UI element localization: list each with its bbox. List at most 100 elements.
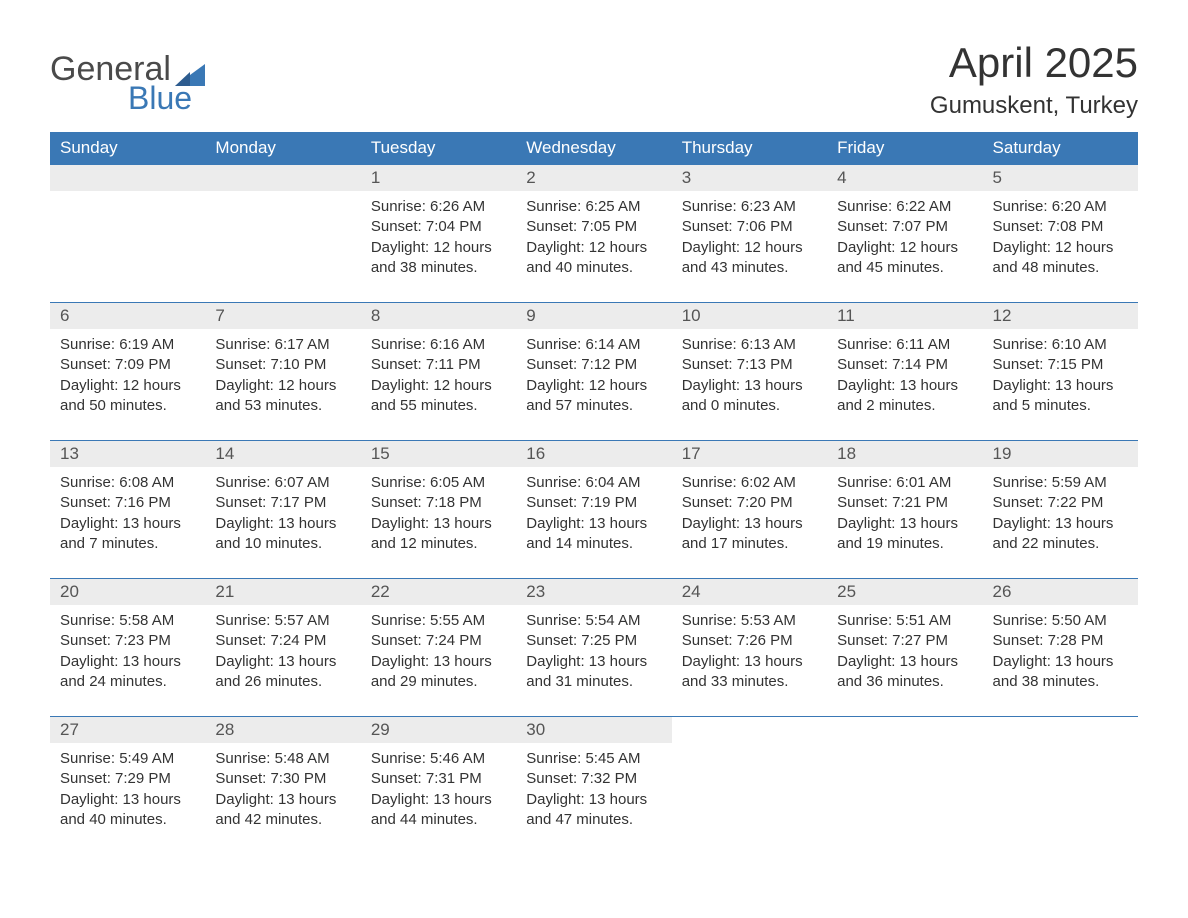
day-content: Sunrise: 6:23 AMSunset: 7:06 PMDaylight:… [672,191,827,302]
day-number: 11 [837,306,855,325]
sunset-line: Sunset: 7:20 PM [682,493,817,513]
day-content: Sunrise: 6:14 AMSunset: 7:12 PMDaylight:… [516,329,671,440]
day-num-wrap: 5 [983,165,1138,191]
col-saturday: Saturday [983,132,1138,165]
daylight-line-1: Daylight: 12 hours [993,238,1128,258]
day-number: 21 [215,582,234,601]
daylight-line-1: Daylight: 13 hours [60,652,195,672]
day-content [983,743,1138,833]
day-number: 14 [215,444,234,463]
sunset-line: Sunset: 7:06 PM [682,217,817,237]
sunrise-line: Sunrise: 6:04 AM [526,473,661,493]
day-num-wrap: 17 [672,441,827,467]
sunrise-line: Sunrise: 6:17 AM [215,335,350,355]
day-num-wrap [205,165,360,191]
day-num-wrap: 4 [827,165,982,191]
day-num-wrap: 6 [50,303,205,329]
calendar-cell: 24Sunrise: 5:53 AMSunset: 7:26 PMDayligh… [672,579,827,717]
calendar-cell: 6Sunrise: 6:19 AMSunset: 7:09 PMDaylight… [50,303,205,441]
day-number: 8 [371,306,380,325]
day-content: Sunrise: 6:26 AMSunset: 7:04 PMDaylight:… [361,191,516,302]
daylight-line-1: Daylight: 13 hours [526,514,661,534]
day-num-wrap: 29 [361,717,516,743]
header: General Blue April 2025 Gumuskent, Turke… [50,40,1138,120]
sunset-line: Sunset: 7:08 PM [993,217,1128,237]
day-content: Sunrise: 5:45 AMSunset: 7:32 PMDaylight:… [516,743,671,854]
day-number: 30 [526,720,545,739]
day-num-wrap: 7 [205,303,360,329]
sunset-line: Sunset: 7:24 PM [371,631,506,651]
daylight-line-1: Daylight: 12 hours [526,376,661,396]
calendar-cell [205,165,360,303]
daylight-line-1: Daylight: 13 hours [682,514,817,534]
sunset-line: Sunset: 7:15 PM [993,355,1128,375]
daylight-line-2: and 2 minutes. [837,396,972,416]
sunset-line: Sunset: 7:13 PM [682,355,817,375]
daylight-line-2: and 31 minutes. [526,672,661,692]
daylight-line-1: Daylight: 13 hours [371,790,506,810]
day-number: 4 [837,168,846,187]
sunset-line: Sunset: 7:09 PM [60,355,195,375]
daylight-line-2: and 38 minutes. [371,258,506,278]
calendar-cell: 14 Sunrise: 6:07 AMSunset: 7:17 PMDayligh… [205,441,360,579]
day-number: 5 [993,168,1002,187]
calendar-cell: 27Sunrise: 5:49 AMSunset: 7:29 PMDayligh… [50,717,205,855]
daylight-line-2: and 44 minutes. [371,810,506,830]
day-num-wrap: 21 [205,579,360,605]
daylight-line-1: Daylight: 13 hours [837,514,972,534]
calendar-table: Sunday Monday Tuesday Wednesday Thursday… [50,132,1138,854]
day-number: 17 [682,444,701,463]
calendar-cell: 12Sunrise: 6:10 AMSunset: 7:15 PMDayligh… [983,303,1138,441]
day-content: Sunrise: 6:07 AMSunset: 7:17 PMDaylight:… [205,467,360,578]
sunrise-line: Sunrise: 5:46 AM [371,749,506,769]
calendar-cell [672,717,827,855]
day-content: Sunrise: 6:19 AMSunset: 7:09 PMDaylight:… [50,329,205,440]
daylight-line-1: Daylight: 13 hours [371,514,506,534]
sunrise-line: Sunrise: 6:08 AM [60,473,195,493]
calendar-cell: 1Sunrise: 6:26 AMSunset: 7:04 PMDaylight… [361,165,516,303]
sunset-line: Sunset: 7:11 PM [371,355,506,375]
daylight-line-1: Daylight: 13 hours [993,376,1128,396]
day-number: 16 [526,444,545,463]
day-number: 28 [215,720,234,739]
day-content: Sunrise: 6:04 AMSunset: 7:19 PMDaylight:… [516,467,671,578]
sunrise-line: Sunrise: 6:25 AM [526,197,661,217]
daylight-line-1: Daylight: 12 hours [60,376,195,396]
day-content: Sunrise: 5:54 AMSunset: 7:25 PMDaylight:… [516,605,671,716]
day-num-wrap: 11 [827,303,982,329]
day-num-wrap: 14 [205,441,360,467]
sunrise-line: Sunrise: 5:58 AM [60,611,195,631]
sunset-line: Sunset: 7:21 PM [837,493,972,513]
day-num-wrap [983,717,1138,743]
daylight-line-2: and 14 minutes. [526,534,661,554]
day-num-wrap: 15 [361,441,516,467]
day-num-wrap: 22 [361,579,516,605]
sunset-line: Sunset: 7:04 PM [371,217,506,237]
calendar-cell [827,717,982,855]
day-content: Sunrise: 6:17 AMSunset: 7:10 PMDaylight:… [205,329,360,440]
daylight-line-1: Daylight: 13 hours [993,652,1128,672]
month-title: April 2025 [930,40,1138,86]
logo-text-blue: Blue [128,82,192,114]
calendar-cell [50,165,205,303]
day-num-wrap: 2 [516,165,671,191]
day-num-wrap: 28 [205,717,360,743]
sunrise-line: Sunrise: 5:50 AM [993,611,1128,631]
day-content: Sunrise: 5:53 AMSunset: 7:26 PMDaylight:… [672,605,827,716]
day-content: Sunrise: 6:20 AMSunset: 7:08 PMDaylight:… [983,191,1138,302]
calendar-cell: 11Sunrise: 6:11 AMSunset: 7:14 PMDayligh… [827,303,982,441]
daylight-line-2: and 0 minutes. [682,396,817,416]
sunset-line: Sunset: 7:23 PM [60,631,195,651]
daylight-line-2: and 33 minutes. [682,672,817,692]
day-content [50,191,205,281]
sunset-line: Sunset: 7:07 PM [837,217,972,237]
calendar-cell: 4Sunrise: 6:22 AMSunset: 7:07 PMDaylight… [827,165,982,303]
logo: General Blue [50,52,205,114]
sunrise-line: Sunrise: 6:11 AM [837,335,972,355]
daylight-line-1: Daylight: 13 hours [215,514,350,534]
day-num-wrap: 30 [516,717,671,743]
sunrise-line: Sunrise: 5:59 AM [993,473,1128,493]
daylight-line-1: Daylight: 13 hours [215,652,350,672]
calendar-cell: 18Sunrise: 6:01 AMSunset: 7:21 PMDayligh… [827,441,982,579]
daylight-line-1: Daylight: 12 hours [371,376,506,396]
